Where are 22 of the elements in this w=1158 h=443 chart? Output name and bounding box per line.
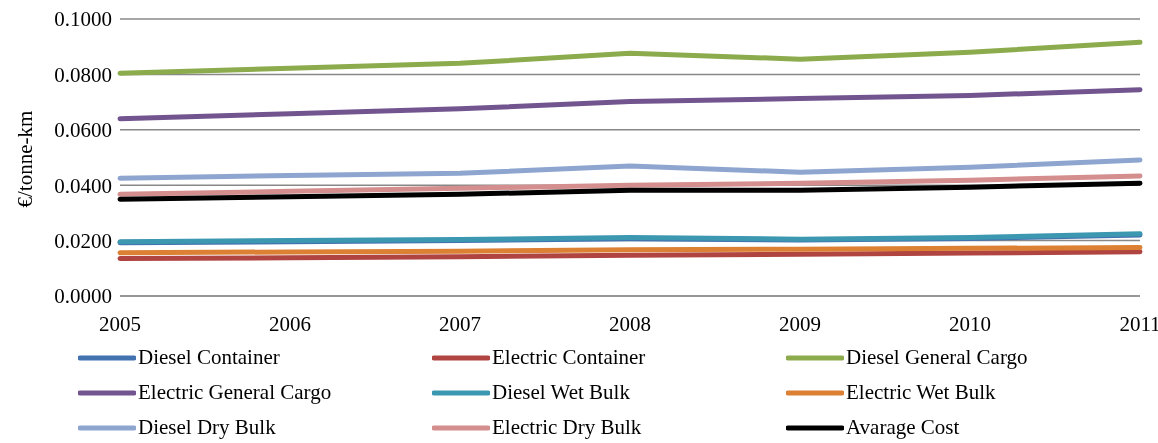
y-tick-label: 0.0400 (54, 173, 112, 198)
legend-label: Electric General Cargo (138, 380, 332, 405)
legend-label: Diesel Container (138, 345, 280, 370)
y-tick-label: 0.0000 (54, 284, 112, 309)
y-tick-label: 0.0200 (54, 229, 112, 254)
legend-label: Avarage Cost (846, 415, 960, 440)
x-tick-label: 2010 (949, 311, 991, 336)
legend-label: Electric Container (492, 345, 646, 370)
y-tick-label: 0.1000 (54, 7, 112, 32)
y-tick-label: 0.0800 (54, 62, 112, 87)
legend-label: Diesel Wet Bulk (492, 380, 630, 405)
legend-label: Diesel Dry Bulk (138, 415, 276, 440)
legend-label: Electric Wet Bulk (846, 380, 996, 405)
y-axis-title: €/tonne-km (13, 110, 38, 208)
y-tick-label: 0.0600 (54, 118, 112, 143)
x-tick-label: 2008 (609, 311, 651, 336)
x-tick-label: 2009 (779, 311, 821, 336)
x-tick-label: 2007 (439, 311, 481, 336)
legend-label: Diesel General Cargo (846, 345, 1028, 370)
x-tick-label: 2005 (99, 311, 141, 336)
x-tick-label: 2006 (269, 311, 311, 336)
legend-label: Electric Dry Bulk (492, 415, 642, 440)
